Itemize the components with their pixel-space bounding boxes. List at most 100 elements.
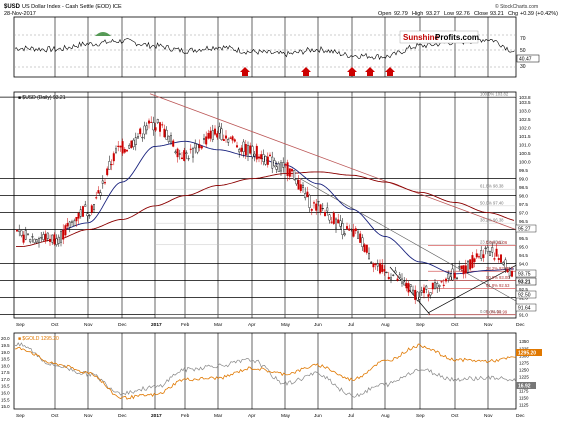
gold-tick-label: 1350 [519, 339, 529, 344]
candle-body [150, 121, 153, 123]
x-tick-label: Sep [16, 413, 25, 419]
candle-body [337, 219, 340, 224]
candle-body [180, 157, 183, 160]
candle-body [235, 145, 238, 148]
watermark-profits: Profits.com [435, 33, 479, 42]
x-tick-label: 2017 [151, 322, 162, 328]
candle-body [304, 193, 307, 199]
candle-body [493, 258, 496, 260]
candle-body [396, 278, 399, 281]
candle-body [315, 203, 318, 211]
candle-body [90, 205, 93, 213]
candle-body [326, 207, 329, 212]
candle-body [262, 154, 265, 162]
silver-tick-label: 16.5 [1, 384, 10, 389]
osc-tick-70: 70 [520, 36, 526, 42]
candle-body [458, 266, 461, 268]
price-tick-label: 94.0 [519, 261, 528, 266]
price-tick-label: 103.0 [519, 108, 531, 113]
declining-channel-line [299, 178, 517, 302]
candle-body [462, 265, 465, 275]
silver-tick-label: 17.5 [1, 370, 10, 375]
chg-label: Chg [508, 11, 518, 17]
candle-body [79, 209, 82, 217]
x-tick-label: Jun [314, 322, 322, 328]
candle-body [33, 238, 36, 243]
x-tick-label: Dec [118, 322, 127, 328]
candle-body [31, 236, 34, 238]
x-tick-label: Jun [314, 413, 322, 419]
candle-body [348, 228, 351, 231]
candle-body [22, 234, 25, 243]
candle-body [370, 261, 373, 263]
candle-body [460, 265, 463, 270]
candle-body [220, 128, 223, 140]
candle-body [264, 156, 267, 165]
candle-body [390, 277, 393, 280]
candle-body [29, 238, 32, 243]
candle-body [136, 136, 139, 139]
chg-value: +0.39 (+0.42%) [520, 11, 558, 17]
low-value: 92.76 [456, 11, 470, 17]
candle-body [119, 145, 122, 148]
candle-body [229, 137, 232, 139]
price-tick-label: 99.0 [519, 176, 528, 181]
candle-body [319, 204, 322, 213]
candle-body [416, 291, 419, 301]
candle-body [101, 180, 104, 184]
candle-body [130, 140, 133, 148]
candle-body [141, 136, 144, 139]
x-tick-label: Nov [484, 322, 493, 328]
candle-body [73, 220, 76, 226]
tag4-box [515, 224, 537, 233]
open-value: 92.79 [394, 11, 408, 17]
x-tick-label: Dec [118, 413, 127, 419]
candle-body [97, 190, 100, 194]
x-tick-label: Oct [451, 322, 459, 328]
candle-body [112, 153, 115, 162]
decline-wedge-line [389, 266, 431, 315]
candle-body [178, 153, 181, 155]
candle-body [271, 156, 274, 169]
candle-body [414, 289, 417, 300]
candle-body [368, 252, 371, 259]
price-tick-label: 97.5 [519, 202, 528, 207]
candle-body [191, 148, 194, 158]
price-tick-label: 100.5 [519, 151, 531, 156]
fib2-label: 50.0% 93.00 [486, 275, 510, 280]
candle-body [95, 197, 98, 199]
candle-body [233, 139, 236, 142]
candle-body [328, 214, 331, 221]
price-tick-label: 98.5 [519, 185, 528, 190]
candle-body [506, 269, 509, 273]
candle-body [387, 276, 390, 280]
candle-body [308, 195, 311, 208]
candle-body [55, 238, 58, 245]
tag3: 92.50 [518, 293, 531, 299]
candle-body [49, 238, 52, 242]
candle-body [103, 182, 106, 184]
candle-body [75, 216, 78, 222]
candle-body [81, 206, 84, 217]
tag2-box [515, 269, 537, 278]
candle-body [163, 128, 166, 138]
gold-line [14, 343, 516, 400]
candle-body [449, 276, 452, 281]
x-tick-label: Sep [416, 413, 425, 419]
candle-body [302, 184, 305, 188]
candle-body [363, 244, 366, 252]
x-tick-label: Apr [248, 322, 256, 328]
candle-body [306, 191, 309, 198]
candle-body [365, 244, 368, 253]
price-tick-label: 103.5 [519, 100, 531, 105]
price-tick-label: 91.0 [519, 312, 528, 317]
candle-body [145, 125, 148, 131]
silver-tick-label: 20.0 [1, 336, 10, 341]
candle-body [167, 135, 170, 142]
candle-body [418, 297, 421, 300]
silver-tag-box [516, 382, 536, 389]
candle-body [16, 229, 19, 232]
candle-body [27, 233, 30, 235]
candle-body [310, 209, 313, 211]
candle-body [374, 263, 377, 265]
